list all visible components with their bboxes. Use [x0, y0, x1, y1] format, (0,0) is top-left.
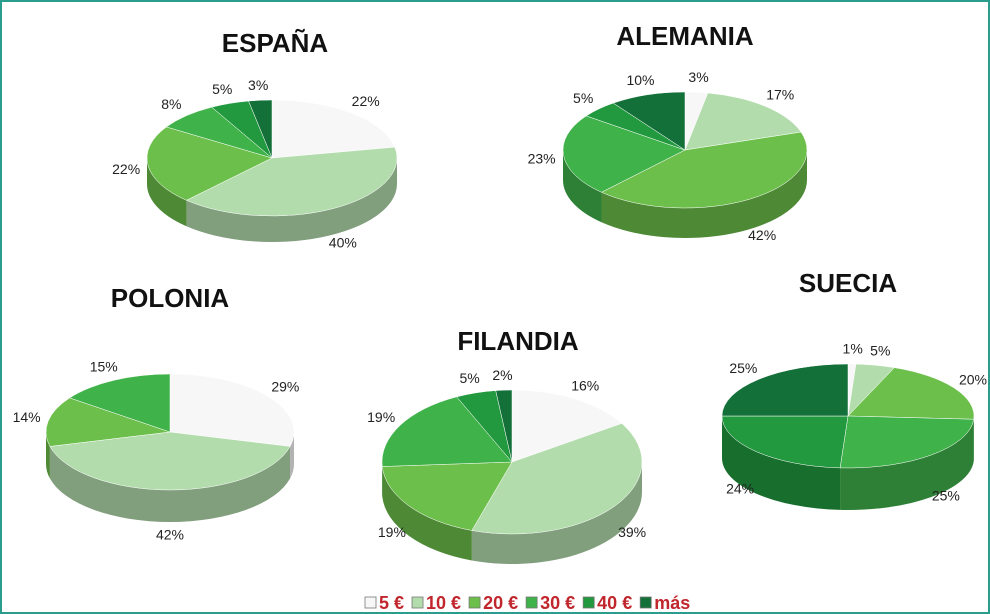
data-label: 16%: [571, 377, 599, 393]
legend-label: 10 €: [426, 593, 461, 613]
pie-side: [49, 446, 291, 522]
data-label: 25%: [932, 488, 960, 504]
data-label: 42%: [156, 527, 184, 543]
pie-side: [290, 432, 294, 479]
data-label: 2%: [492, 367, 512, 383]
pie-side: [147, 158, 187, 227]
pie-slice: [612, 91, 686, 151]
data-label: 5%: [212, 81, 232, 97]
data-label: 17%: [766, 87, 794, 103]
pie-slice: [600, 131, 808, 209]
data-label: 3%: [688, 69, 708, 85]
data-label: 10%: [626, 72, 654, 88]
pie-slice: [185, 146, 398, 217]
pie-slice: [839, 415, 975, 469]
pie-side: [46, 432, 50, 479]
chart-title: ALEMANIA: [616, 21, 753, 51]
legend-swatch: [364, 596, 377, 609]
legend-swatch: [582, 596, 595, 609]
legend-swatch: [468, 596, 481, 609]
legend-label: 30 €: [540, 593, 575, 613]
pie-slice: [562, 115, 686, 193]
pie-slice: [45, 397, 171, 447]
legend-label: 5 €: [379, 593, 404, 613]
pie-side: [471, 462, 642, 564]
legend-label: 20 €: [483, 593, 518, 613]
chart-title: FILANDIA: [457, 326, 579, 356]
pie-slice: [146, 126, 273, 201]
data-label: 20%: [959, 371, 987, 387]
pie-slice: [381, 461, 513, 531]
pie-slice: [169, 373, 295, 447]
data-label: 24%: [726, 481, 754, 497]
pie-slice: [248, 99, 273, 159]
pie-side: [722, 416, 841, 510]
data-label: 3%: [248, 77, 268, 93]
data-label: 25%: [729, 360, 757, 376]
data-label: 5%: [573, 90, 593, 106]
pie-slice: [721, 363, 849, 417]
data-label: 5%: [459, 370, 479, 386]
pie-side: [186, 158, 397, 243]
chart-title: POLONIA: [111, 283, 230, 313]
pie-side: [840, 419, 974, 510]
data-label: 42%: [748, 227, 776, 243]
pie-slice: [495, 389, 513, 463]
data-label: 29%: [271, 379, 299, 395]
data-label: 40%: [329, 235, 357, 251]
pie-slice: [381, 396, 513, 467]
pie-slice: [471, 423, 643, 535]
pie-slice: [511, 389, 623, 463]
chart-title: SUECIA: [799, 268, 897, 298]
pie-side: [601, 150, 807, 239]
pie-slice: [69, 373, 171, 433]
pie-slice: [271, 99, 396, 159]
data-label: 22%: [352, 93, 380, 109]
legend-label: 40 €: [597, 593, 632, 613]
data-label: 23%: [528, 150, 556, 166]
data-label: 19%: [378, 524, 406, 540]
legend-swatch: [411, 596, 424, 609]
chart-title: ESPAÑA: [222, 28, 329, 58]
legend-label: más: [654, 593, 690, 613]
data-label: 14%: [13, 409, 41, 425]
pie-slice: [721, 415, 849, 469]
pie-slice: [49, 431, 291, 491]
data-label: 15%: [90, 359, 118, 375]
pie-slice: [847, 367, 975, 420]
data-label: 5%: [870, 342, 890, 358]
data-label: 19%: [367, 409, 395, 425]
pie-side: [382, 466, 472, 561]
data-label: 8%: [161, 96, 181, 112]
data-label: 1%: [843, 341, 863, 357]
data-label: 39%: [618, 524, 646, 540]
legend-swatch: [639, 596, 652, 609]
legend-swatch: [525, 596, 538, 609]
pie-slice: [684, 92, 802, 151]
pie-side: [563, 150, 602, 223]
data-label: 22%: [112, 161, 140, 177]
